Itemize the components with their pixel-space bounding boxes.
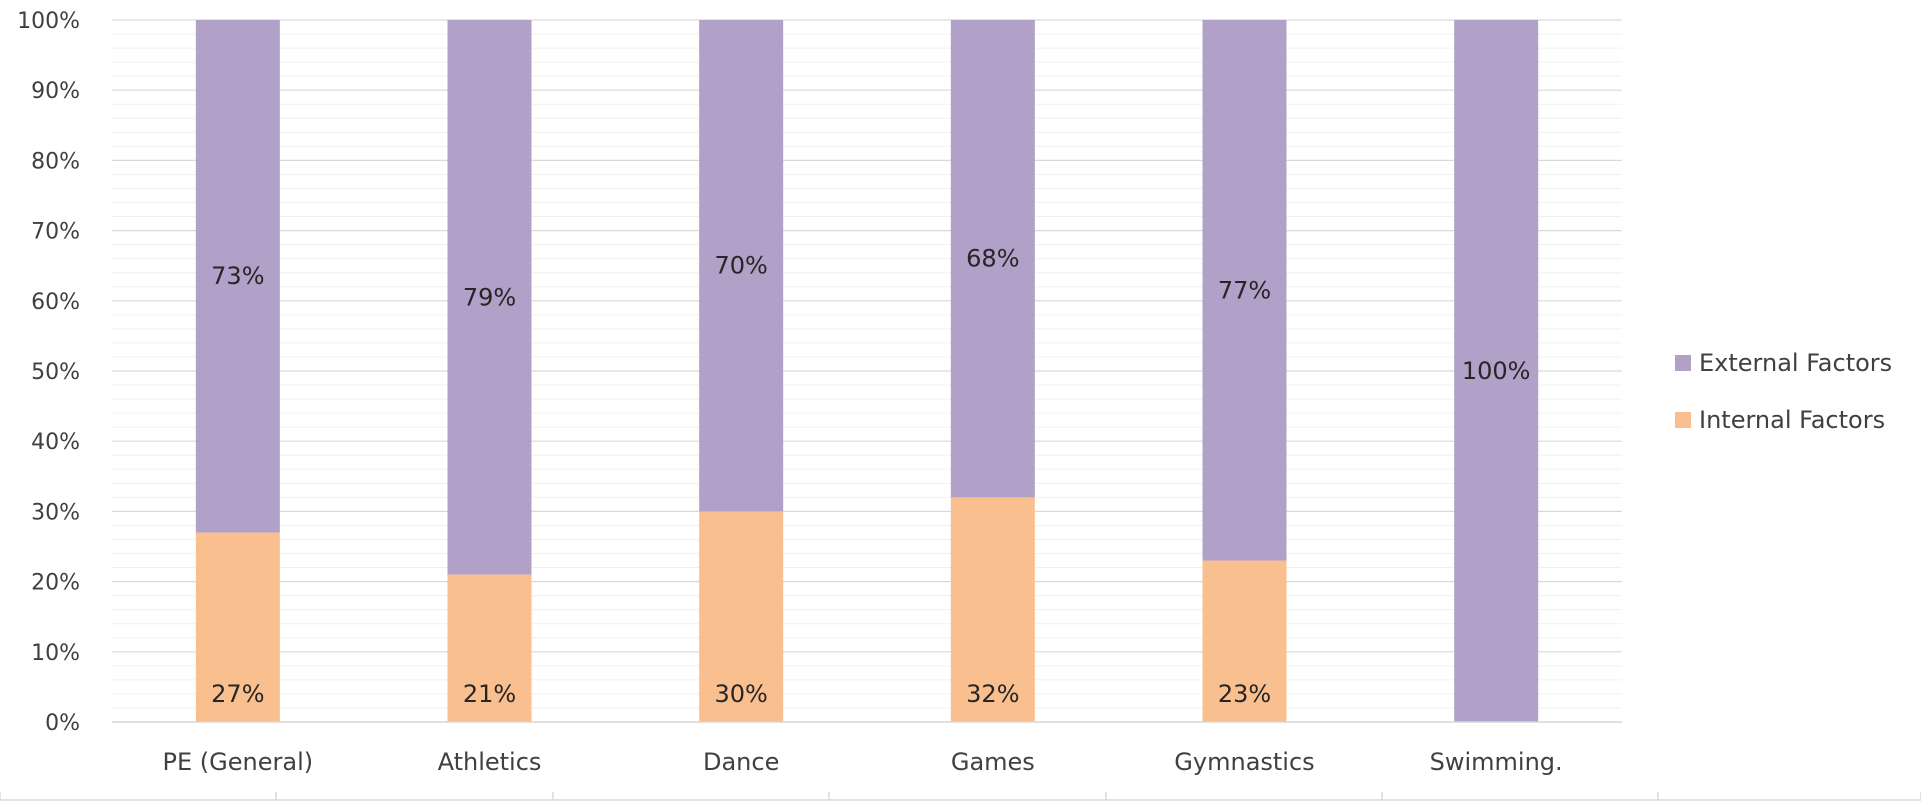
bar-segment-internal <box>699 511 784 722</box>
bar-segment-internal <box>447 574 532 722</box>
data-label: 68% <box>966 245 1019 273</box>
data-label: 79% <box>463 283 516 311</box>
data-label: 21% <box>463 680 516 708</box>
legend: External Factors Internal Factors <box>1675 349 1892 434</box>
bar-segment-external <box>1454 20 1539 722</box>
bar-segment-internal <box>1202 560 1287 722</box>
x-category-label: Games <box>951 748 1035 776</box>
x-category-label: Athletics <box>438 748 542 776</box>
x-category-label: PE (General) <box>163 748 314 776</box>
x-category-label: Dance <box>703 748 779 776</box>
data-label: 73% <box>211 262 264 290</box>
bar-segment-external <box>447 20 532 575</box>
y-tick-label: 70% <box>31 220 80 245</box>
bar-segment-internal <box>195 532 280 722</box>
y-tick-label: 0% <box>45 711 80 736</box>
y-tick-label: 90% <box>31 79 80 104</box>
y-tick-label: 60% <box>31 290 80 315</box>
legend-swatch <box>1675 355 1691 371</box>
y-tick-label: 100% <box>17 9 80 34</box>
y-tick-label: 20% <box>31 571 80 596</box>
data-label: 23% <box>1218 680 1271 708</box>
legend-swatch <box>1675 412 1691 428</box>
bar-segment-external <box>1202 20 1287 561</box>
x-category-label: Gymnastics <box>1174 748 1314 776</box>
data-label: 77% <box>1218 276 1271 304</box>
major-gridlines <box>112 19 1622 723</box>
bars <box>195 20 1539 722</box>
y-tick-label: 80% <box>31 149 80 174</box>
data-label: 27% <box>211 680 264 708</box>
bar-segment-external <box>950 20 1035 498</box>
y-tick-label: 50% <box>31 360 80 385</box>
minor-gridlines <box>112 33 1622 709</box>
x-category-label: Swimming. <box>1430 748 1563 776</box>
data-label: 32% <box>966 680 1019 708</box>
data-label: 70% <box>714 252 767 280</box>
bar-segment-external <box>195 20 280 533</box>
bar-segment-external <box>699 20 784 512</box>
bar-segment-internal <box>950 497 1035 722</box>
data-label: 30% <box>714 680 767 708</box>
x-axis: PE (General) Athletics Dance Games Gymnastic… <box>0 721 1921 801</box>
data-labels: 27% 73% 21% 79% 30% 70% 32% 68% 23% 77% 100% <box>211 245 1530 708</box>
y-axis: 0% 10% 20% 30% 40% 50% 60% 70% 80% 90% 100% <box>17 9 80 736</box>
y-tick-label: 40% <box>31 430 80 455</box>
y-tick-label: 30% <box>31 500 80 525</box>
data-label: 100% <box>1462 357 1531 385</box>
y-tick-label: 10% <box>31 641 80 666</box>
legend-label: Internal Factors <box>1699 406 1885 434</box>
legend-label: External Factors <box>1699 349 1892 377</box>
